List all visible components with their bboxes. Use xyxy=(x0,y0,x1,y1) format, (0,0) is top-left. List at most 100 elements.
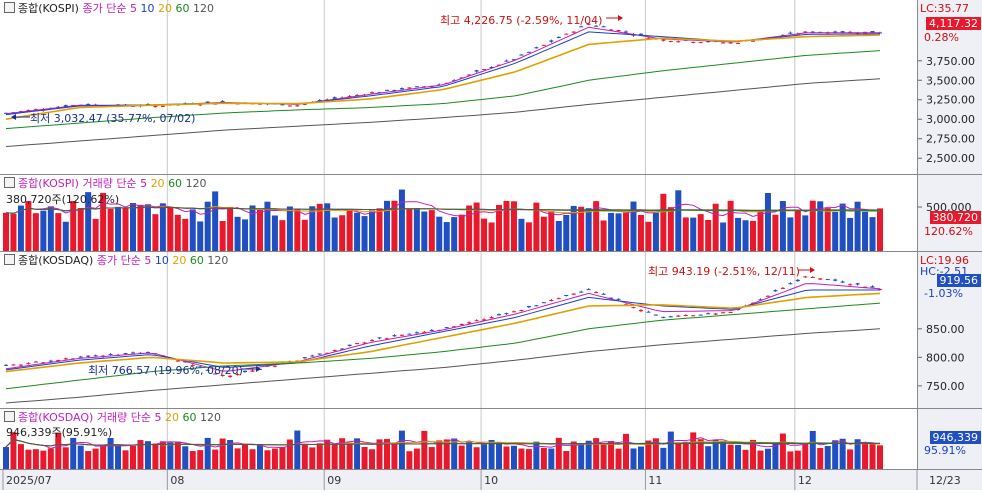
volume-bar-down xyxy=(839,438,846,469)
kospi-low-annotation: 최저 3,032.47 (35.77%, 07/02) xyxy=(30,112,196,125)
candle-down xyxy=(601,26,606,28)
volume-bar-down xyxy=(862,211,869,251)
candle-up xyxy=(18,364,23,366)
volume-bar-down xyxy=(637,446,644,469)
kospi-volume-chart[interactable] xyxy=(2,175,916,252)
candle-down xyxy=(773,290,778,292)
volume-bar-up xyxy=(316,203,323,251)
kospi-price-tag: 4,117.32 xyxy=(926,17,981,30)
candle-up xyxy=(228,375,233,377)
candle-up xyxy=(556,298,561,300)
legend-type: 종가 xyxy=(96,254,118,267)
volume-bar-up xyxy=(55,213,62,251)
candle-up xyxy=(676,315,681,317)
legend-ma60: 60 xyxy=(175,2,190,15)
kosdaq-chart-header: 종합(KOSDAQ) 종가 단순 5 10 20 60 120 xyxy=(4,254,228,267)
candle-up xyxy=(33,109,38,111)
volume-bar-down xyxy=(383,200,390,251)
legend-ma20: 20 xyxy=(164,411,179,424)
candle-up xyxy=(780,287,785,289)
candle-down xyxy=(504,60,509,62)
volume-bar-up xyxy=(159,441,166,469)
volume-bar-down xyxy=(451,217,458,251)
volume-bar-down xyxy=(271,215,278,251)
volume-bar-up xyxy=(540,216,547,251)
volume-bar-down xyxy=(787,217,794,251)
volume-bar-down xyxy=(3,447,9,469)
panel-toggle-icon[interactable] xyxy=(4,254,15,265)
candle-up xyxy=(295,105,300,107)
volume-bar-up xyxy=(346,209,353,251)
candle-up xyxy=(250,370,255,372)
candle-up xyxy=(63,358,68,360)
candle-up xyxy=(728,42,733,44)
candle-down xyxy=(220,101,225,103)
volume-bar-up xyxy=(391,442,398,469)
volume-bar-up xyxy=(40,450,47,469)
volume-bar-down xyxy=(832,211,839,251)
volume-bar-up xyxy=(137,440,144,469)
kosdaq-y-tick-label: 750.00 xyxy=(926,380,965,393)
kospi-price-axis: 3,750.00 3,500.00 3,250.00 3,000.00 2,750.00… xyxy=(917,0,982,174)
candle-down xyxy=(541,302,546,304)
candle-up xyxy=(220,374,225,376)
volume-bar-down xyxy=(585,208,592,251)
candle-up xyxy=(459,323,464,326)
volume-bar-down xyxy=(17,205,24,251)
volume-bar-up xyxy=(55,432,62,469)
candle-down xyxy=(788,283,793,285)
candle-down xyxy=(534,47,539,49)
volume-bar-up xyxy=(877,208,883,251)
volume-bar-up xyxy=(496,204,503,251)
volume-bar-down xyxy=(809,430,816,469)
candle-down xyxy=(586,289,591,291)
candle-down xyxy=(489,66,494,68)
candle-down xyxy=(601,293,606,295)
volume-bar-down xyxy=(667,431,674,469)
volume-bar-up xyxy=(682,441,689,469)
vol-ma120-line xyxy=(5,206,881,214)
candle-down xyxy=(123,353,128,355)
kospi-candle-chart[interactable] xyxy=(2,0,916,174)
volume-bar-up xyxy=(279,220,286,251)
candle-down xyxy=(668,316,673,318)
panel-toggle-icon[interactable] xyxy=(4,2,15,13)
volume-bar-up xyxy=(712,203,719,251)
candle-up xyxy=(721,312,726,314)
kosdaq-candle-chart[interactable] xyxy=(2,252,916,409)
kospi-high-annotation: 최고 4,226.75 (-2.59%, 11/04) xyxy=(440,14,603,27)
candle-up xyxy=(287,105,292,107)
volume-bar-down xyxy=(854,201,861,251)
volume-bar-down xyxy=(518,218,525,251)
kospi-y-tick-label: 3,750.00 xyxy=(926,55,975,68)
candle-down xyxy=(758,299,763,301)
candle-up xyxy=(646,37,651,39)
candle-up xyxy=(153,105,158,108)
volume-bar-up xyxy=(787,451,794,469)
volume-bar-down xyxy=(533,441,540,469)
candle-up xyxy=(362,342,367,344)
candle-up xyxy=(482,69,487,71)
volume-bar-down xyxy=(652,212,659,251)
volume-bar-up xyxy=(458,445,465,469)
legend-ma5: 5 xyxy=(140,177,148,190)
kosdaq-y-tick-label: 800.00 xyxy=(926,351,965,364)
panel-toggle-icon[interactable] xyxy=(4,177,15,188)
volume-bar-down xyxy=(62,221,69,251)
kosdaq-title: 종합(KOSDAQ) xyxy=(18,254,94,267)
volume-bar-down xyxy=(189,209,196,251)
volume-bar-down xyxy=(555,220,562,251)
volume-bar-up xyxy=(690,432,697,469)
volume-bar-up xyxy=(309,447,316,469)
candle-down xyxy=(556,36,561,39)
low-marker-arrowhead xyxy=(11,114,16,120)
candle-down xyxy=(310,355,315,357)
volume-bar-up xyxy=(339,438,346,469)
volume-bar-down xyxy=(47,206,54,251)
volume-bar-down xyxy=(720,222,727,251)
volume-bar-down xyxy=(413,208,420,251)
volume-bar-up xyxy=(443,439,450,469)
panel-toggle-icon[interactable] xyxy=(4,411,15,422)
kosdaq-volume-chart[interactable] xyxy=(2,409,916,470)
ma20-line xyxy=(5,292,881,373)
